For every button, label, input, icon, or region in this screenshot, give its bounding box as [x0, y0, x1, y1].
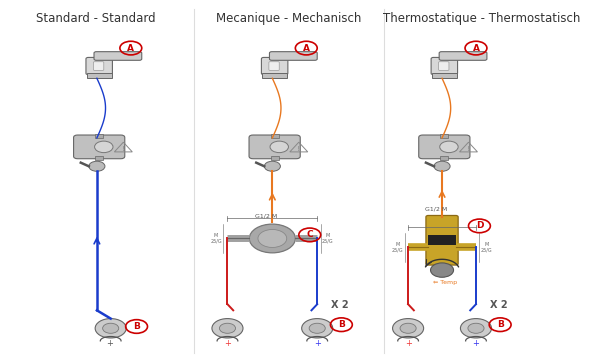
Circle shape	[250, 224, 295, 253]
Bar	[271, 156, 278, 160]
Text: A: A	[303, 43, 310, 52]
Text: +: +	[106, 339, 113, 348]
Text: C: C	[307, 230, 313, 239]
Text: A: A	[127, 43, 134, 52]
Bar	[262, 73, 287, 78]
Bar	[440, 156, 448, 160]
Circle shape	[434, 161, 450, 171]
Circle shape	[270, 141, 289, 153]
Circle shape	[400, 323, 416, 333]
Text: +: +	[404, 339, 412, 348]
FancyBboxPatch shape	[426, 215, 458, 265]
FancyBboxPatch shape	[269, 62, 279, 70]
FancyBboxPatch shape	[431, 58, 458, 75]
Text: B: B	[338, 320, 345, 329]
FancyBboxPatch shape	[94, 62, 104, 70]
Bar	[86, 73, 112, 78]
Text: M
25/G: M 25/G	[392, 242, 404, 253]
Text: M
25/G: M 25/G	[322, 233, 334, 244]
Bar	[428, 235, 456, 245]
Bar	[95, 134, 103, 138]
Circle shape	[460, 319, 491, 338]
FancyBboxPatch shape	[249, 135, 300, 159]
Circle shape	[220, 323, 236, 333]
Text: B: B	[133, 322, 140, 331]
Text: G1/2 M: G1/2 M	[256, 214, 278, 219]
Text: Standard - Standard: Standard - Standard	[37, 12, 156, 25]
Circle shape	[468, 323, 484, 333]
Bar	[95, 156, 103, 160]
Bar	[271, 134, 278, 138]
Bar	[431, 73, 457, 78]
Text: !: !	[122, 146, 125, 152]
Circle shape	[95, 319, 126, 338]
Circle shape	[264, 161, 280, 171]
Text: Thermostatique - Thermostatisch: Thermostatique - Thermostatisch	[383, 12, 580, 25]
Circle shape	[440, 141, 458, 153]
Text: X 2: X 2	[331, 300, 349, 310]
FancyBboxPatch shape	[86, 58, 112, 75]
Text: B: B	[497, 320, 503, 329]
Circle shape	[95, 141, 113, 153]
Circle shape	[89, 161, 105, 171]
Circle shape	[392, 319, 424, 338]
Circle shape	[431, 263, 454, 277]
Text: X 2: X 2	[490, 300, 508, 310]
Text: M
25/G: M 25/G	[210, 233, 222, 244]
FancyBboxPatch shape	[94, 52, 142, 60]
Text: +: +	[314, 339, 320, 348]
FancyBboxPatch shape	[439, 52, 487, 60]
Circle shape	[309, 323, 325, 333]
Circle shape	[103, 323, 119, 333]
FancyBboxPatch shape	[439, 62, 449, 70]
Text: ⇐ Temp: ⇐ Temp	[433, 280, 457, 285]
Text: A: A	[472, 43, 479, 52]
Text: G1/2 M: G1/2 M	[425, 207, 448, 211]
Bar	[440, 134, 448, 138]
FancyBboxPatch shape	[269, 52, 317, 60]
Text: !: !	[298, 146, 300, 152]
Text: Mecanique - Mechanisch: Mecanique - Mechanisch	[217, 12, 362, 25]
Text: M
25/G: M 25/G	[481, 242, 492, 253]
Circle shape	[212, 319, 243, 338]
Text: +: +	[473, 339, 479, 348]
FancyBboxPatch shape	[419, 135, 470, 159]
Circle shape	[302, 319, 333, 338]
Text: D: D	[476, 222, 483, 230]
Circle shape	[258, 230, 287, 248]
FancyBboxPatch shape	[262, 58, 288, 75]
FancyBboxPatch shape	[74, 135, 125, 159]
Text: +: +	[224, 339, 231, 348]
Text: !: !	[467, 146, 470, 152]
